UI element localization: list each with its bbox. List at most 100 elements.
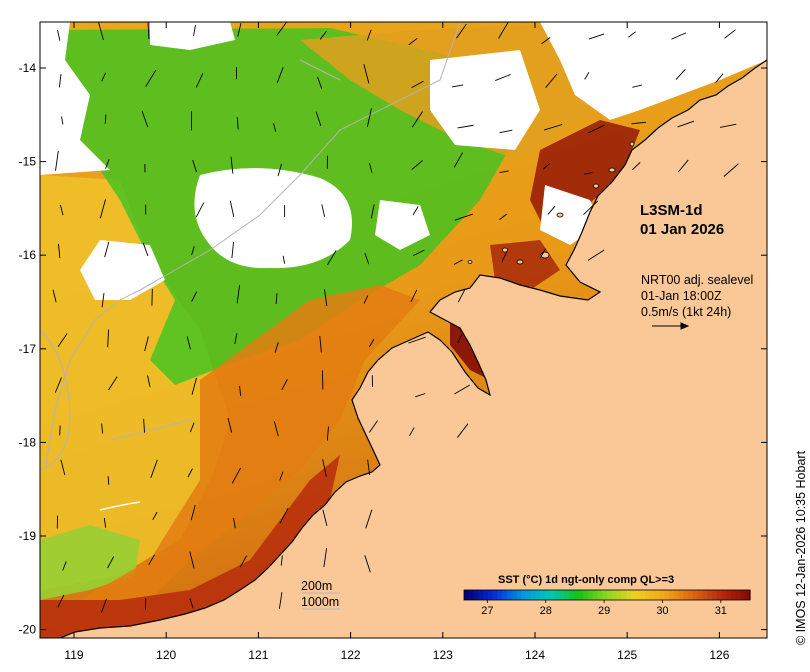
colorbar-segment (668, 590, 675, 600)
current-vector (55, 150, 59, 171)
colorbar-segment (478, 590, 484, 600)
current-vector (584, 72, 590, 80)
current-vector (230, 156, 234, 174)
current-vector (141, 110, 149, 128)
colorbar-segment (540, 590, 546, 600)
current-vector (409, 427, 415, 437)
current-vector (501, 252, 508, 263)
colorbar-segment (592, 590, 599, 600)
current-vector (456, 23, 467, 39)
current-vector (144, 336, 149, 352)
colorbar-segment (616, 590, 622, 600)
current-vector (239, 555, 248, 568)
colorbar-segment (716, 590, 722, 600)
colorbar-segment (464, 590, 470, 600)
current-vector (278, 592, 283, 609)
current-vector (547, 205, 556, 215)
colorbar-segment (726, 590, 732, 600)
current-vector (457, 289, 466, 303)
current-vector (457, 423, 469, 438)
land-mass (60, 60, 767, 638)
current-vector (236, 285, 241, 304)
current-vector (145, 69, 157, 87)
current-vector (411, 111, 423, 128)
colorbar-segment (597, 590, 603, 600)
current-vector (279, 471, 284, 481)
current-vector (98, 22, 104, 41)
colorbar-segment (473, 590, 479, 600)
current-vector (239, 385, 242, 396)
current-vector (152, 511, 158, 521)
colorbar-segment (692, 590, 699, 600)
colorbar-segment (707, 590, 713, 600)
current-vector (147, 22, 150, 40)
current-vector (193, 25, 196, 36)
colorbar-segment (578, 590, 584, 600)
current-vector (107, 329, 110, 348)
colorbar-segment (673, 590, 680, 600)
current-vector (187, 468, 193, 478)
colorbar-segment (497, 590, 503, 600)
current-vector (195, 202, 205, 218)
current-scale-label: 0.5m/s (1kt 24h) (641, 305, 732, 319)
colorbar-segment (721, 590, 727, 600)
product-name: L3SM-1d (640, 202, 703, 219)
current-vector (415, 393, 426, 398)
colorbar-segment (740, 590, 746, 600)
colorbar-segment (483, 590, 489, 600)
colorbar-segment (587, 590, 594, 600)
current-vector (675, 69, 686, 80)
y-tick-label: -18 (19, 435, 37, 449)
current-vector (58, 243, 61, 259)
current-vector (143, 418, 145, 433)
product-title: L3SM-1d 01 Jan 2026 (640, 201, 724, 239)
current-vector (412, 206, 419, 216)
current-vector (715, 73, 724, 83)
current-vector (539, 248, 547, 259)
current-vector (366, 108, 372, 127)
current-time: 01-Jan 18:00Z (641, 289, 722, 303)
current-vector (724, 29, 736, 39)
current-vector (453, 152, 464, 168)
current-vector (103, 518, 107, 528)
current-vector (280, 555, 283, 566)
colorbar-segment (602, 590, 608, 600)
current-vector (59, 204, 64, 216)
current-vector (186, 336, 191, 350)
current-vector (367, 459, 371, 476)
current-vector (192, 159, 198, 173)
colorbar: 27 28 29 30 31 (463, 589, 751, 617)
current-vector (282, 255, 286, 264)
current-vector (366, 29, 372, 41)
y-tick-label: -20 (19, 623, 37, 637)
depth-legend: 200m 1000m (301, 578, 339, 610)
current-vector (191, 246, 195, 256)
colorbar-segment (545, 590, 551, 600)
current-vector (368, 338, 375, 348)
colorbar-segment (711, 590, 718, 600)
current-vector (275, 293, 278, 305)
current-vector (189, 551, 195, 569)
current-vector (99, 199, 106, 219)
colorbar-segment (654, 590, 661, 600)
x-tick-label: 126 (709, 648, 729, 662)
credit-text: © IMOS 12-Jan-2026 10:35 Hobart (794, 450, 808, 645)
current-vector (52, 289, 57, 303)
y-tick-label: -15 (19, 155, 37, 169)
depth-1000m-label: 1000m (301, 595, 340, 609)
colorbar-segment (583, 590, 589, 600)
current-vector (327, 250, 337, 266)
colorbar-segment (626, 590, 632, 600)
colorbar-segment (630, 590, 637, 600)
current-vector (227, 417, 233, 433)
x-axis: 119 120 121 122 123 124 125 126 (64, 22, 730, 662)
colorbar-segment (697, 590, 703, 600)
current-vector (322, 509, 328, 527)
current-vector (315, 111, 322, 127)
current-vector (671, 32, 687, 40)
current-vector (543, 124, 563, 131)
current-vector (107, 476, 110, 485)
current-scale-arrow (652, 322, 690, 330)
plot-area (40, 22, 767, 638)
current-vector (584, 171, 593, 175)
